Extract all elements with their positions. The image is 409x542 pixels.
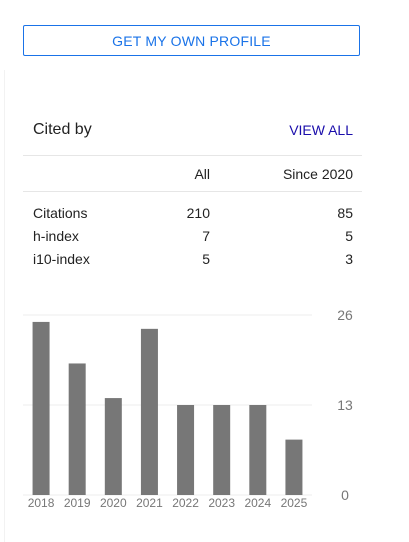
y-tick-label: 0 — [341, 487, 349, 503]
column-header-since: Since 2020 — [282, 166, 353, 182]
cited-by-title: Cited by — [33, 121, 92, 138]
x-tick-label: 2022 — [172, 496, 199, 510]
citations-per-year-chart: 26 13 0 2018 2019 2020 2021 2022 2023 2024 2025 — [0, 300, 409, 520]
metric-row-citations: Citations 210 85 — [23, 205, 362, 228]
bar-2019 — [68, 363, 86, 495]
metric-since-value: 5 — [345, 228, 353, 244]
metric-all-value: 7 — [202, 228, 210, 244]
bar-2024 — [249, 405, 267, 495]
x-tick-label: 2024 — [244, 496, 271, 510]
view-all-link[interactable]: VIEW ALL — [289, 122, 353, 138]
x-tick-label: 2019 — [64, 496, 91, 510]
metric-label: i10-index — [33, 251, 90, 267]
cited-by-header: Cited by VIEW ALL — [23, 115, 362, 155]
bar-2021 — [140, 328, 158, 495]
get-my-own-profile-button[interactable]: GET MY OWN PROFILE — [23, 25, 360, 56]
bar-2022 — [177, 405, 195, 495]
metric-row-h-index: h-index 7 5 — [23, 228, 362, 251]
x-tick-label: 2025 — [281, 496, 308, 510]
y-tick-label: 26 — [337, 307, 353, 323]
chart-svg: 26 13 0 2018 2019 2020 2021 2022 2023 2024 2025 — [23, 307, 353, 510]
column-header-all: All — [194, 166, 210, 182]
metric-since-value: 3 — [345, 251, 353, 267]
x-tick-label: 2021 — [136, 496, 163, 510]
metric-label: h-index — [33, 228, 79, 244]
metric-row-i10-index: i10-index 5 3 — [23, 251, 362, 274]
x-tick-label: 2020 — [100, 496, 127, 510]
metric-since-value: 85 — [337, 205, 353, 221]
bar-2020 — [104, 398, 122, 495]
y-tick-label: 13 — [337, 397, 353, 413]
divider — [23, 155, 362, 156]
bar-2025 — [285, 439, 303, 495]
left-divider — [4, 70, 5, 542]
bar-2018 — [32, 321, 50, 495]
x-tick-label: 2018 — [28, 496, 55, 510]
metric-all-value: 210 — [186, 205, 210, 221]
divider — [23, 191, 362, 192]
x-tick-label: 2023 — [208, 496, 235, 510]
bar-2023 — [213, 405, 231, 495]
metric-label: Citations — [33, 205, 88, 221]
metric-all-value: 5 — [202, 251, 210, 267]
